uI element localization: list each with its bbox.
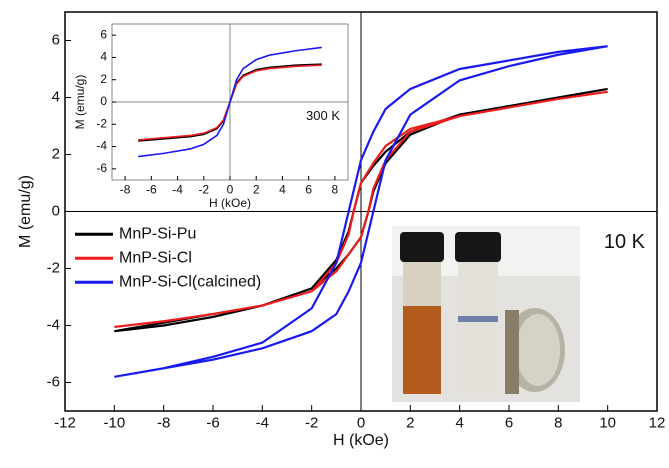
x-tick-label: -8: [157, 415, 170, 432]
y-tick-label: -2: [96, 116, 107, 130]
y-tick-label: 0: [52, 202, 60, 219]
photo: [392, 226, 580, 402]
x-tick-label: 4: [279, 182, 286, 196]
x-tick-label: 0: [227, 182, 234, 196]
x-tick-label: -4: [256, 415, 269, 432]
y-tick-label: -4: [47, 316, 60, 333]
y-tick-label: 6: [52, 31, 60, 48]
x-tick-label: 8: [554, 415, 562, 432]
x-tick-label: -6: [146, 182, 157, 196]
x-tick-label: 0: [357, 415, 365, 432]
x-tick-label: -4: [172, 182, 183, 196]
x-tick-label: -6: [206, 415, 219, 432]
y-tick-label: 4: [100, 50, 107, 64]
legend-label: MnP-Si-Cl(calcined): [119, 274, 261, 291]
y-axis-label: M (emu/g): [17, 175, 34, 248]
x-tick-label: 8: [332, 182, 339, 196]
y-tick-label: 2: [52, 145, 60, 162]
x-tick-label: 10: [599, 415, 616, 432]
x-tick-label: 4: [455, 415, 463, 432]
x-tick-label: 12: [649, 415, 666, 432]
x-tick-label: 6: [505, 415, 513, 432]
y-tick-label: 4: [52, 88, 60, 105]
chart: -12 -10 -8 -6 -4 -2 0 2 4 6 8 10 12 -6 -4 -2 0 2 4 6 H (kOe)…: [0, 0, 669, 468]
annotation: 300 K: [306, 108, 340, 123]
annotation: 10 K: [604, 231, 646, 253]
y-tick-label: -4: [96, 139, 107, 153]
y-tick-label: 0: [100, 94, 107, 108]
y-tick-label: 2: [100, 72, 107, 86]
legend-label: MnP-Si-Cl: [119, 250, 192, 267]
x-tick-label: 2: [406, 415, 414, 432]
x-axis-label: H (kOe): [209, 196, 251, 210]
x-tick-label: -2: [305, 415, 318, 432]
y-tick-label: -6: [96, 161, 107, 175]
x-tick-label: 2: [253, 182, 260, 196]
y-axis-label: M (emu/g): [73, 75, 87, 130]
y-tick-label: -6: [47, 373, 60, 390]
x-tick-label: 6: [305, 182, 312, 196]
x-tick-label: -8: [120, 182, 131, 196]
legend-label: MnP-Si-Pu: [119, 226, 196, 243]
x-tick-label: -10: [103, 415, 125, 432]
x-tick-label: -2: [198, 182, 209, 196]
y-tick-label: -2: [47, 259, 60, 276]
x-tick-label: -12: [54, 415, 76, 432]
y-tick-label: 6: [100, 27, 107, 41]
x-axis-label: H (kOe): [333, 432, 389, 449]
